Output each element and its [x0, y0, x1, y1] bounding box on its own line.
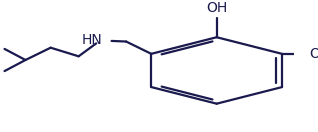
- Text: O: O: [310, 47, 318, 61]
- Text: HN: HN: [82, 33, 102, 47]
- Text: OH: OH: [206, 1, 227, 15]
